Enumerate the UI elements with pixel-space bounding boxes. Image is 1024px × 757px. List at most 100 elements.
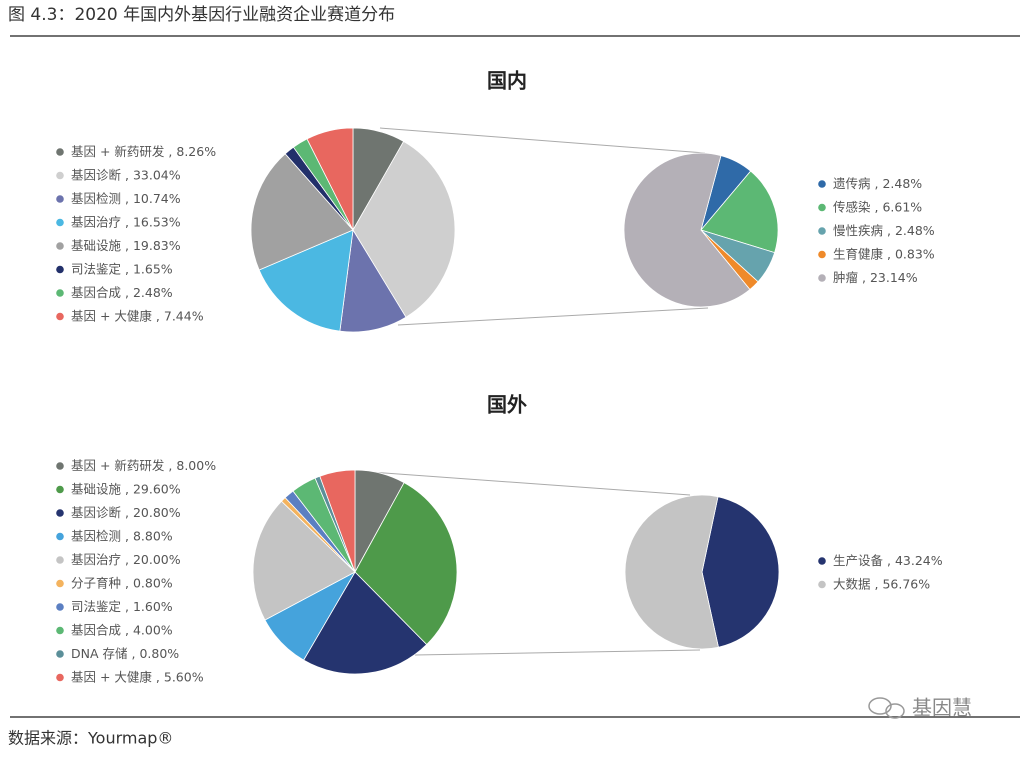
legend-label: 基因治疗 , 20.00% (71, 552, 181, 567)
legend-value: , 23.14% (862, 270, 918, 285)
legend-name: 基因诊断 (71, 505, 121, 520)
legend-name: 基础设施 (71, 238, 122, 253)
legend-value: , 0.83% (887, 246, 935, 261)
legend-value: , 7.44% (156, 308, 204, 323)
legend-marker (56, 242, 64, 250)
pie-slice (623, 152, 751, 308)
legend-name: 生产设备 (833, 553, 884, 568)
legend-label: 基因检测 , 8.80% (71, 528, 173, 543)
legend-marker (818, 180, 826, 188)
legend-value: , 1.65% (125, 261, 173, 276)
legend-marker (56, 148, 64, 156)
legend-value: , 8.00% (168, 458, 216, 473)
legend-marker (56, 626, 64, 635)
legend-marker (56, 265, 64, 274)
figure-title: 图 4.3：2020 年国内外基因行业融资企业赛道分布 (8, 4, 395, 25)
legend-value: , 19.83% (125, 238, 181, 253)
legend-label: 基因 + 新药研发, 8.00% (71, 458, 216, 473)
legend-name: 基因治疗 (71, 214, 121, 229)
connector (379, 127, 706, 154)
legend-name: 司法鉴定 (71, 599, 121, 614)
legend-value: , 33.04% (125, 167, 181, 182)
legend-value: , 20.80% (125, 505, 181, 520)
legend-name: 分子育种 (71, 575, 121, 590)
legend-name: 基因诊断 (71, 167, 121, 182)
legend-name: 基因合成 (71, 285, 121, 300)
connector (414, 649, 701, 656)
legend-name: 基因检测 (71, 528, 121, 543)
legend-marker (56, 312, 64, 321)
legend-name: 基因检测 (71, 191, 121, 206)
pie-slice (624, 494, 719, 650)
legend-label: 基因诊断 , 33.04% (71, 167, 181, 182)
legend-marker (818, 557, 826, 565)
legend-label: DNA 存储 , 0.80% (71, 646, 179, 661)
legend-marker (56, 509, 64, 517)
watermark: 基因慧 (912, 696, 972, 720)
legend-label: 基因诊断 , 20.80% (71, 505, 181, 520)
legend-name: 基因合成 (71, 622, 121, 637)
legend-value: , 0.80% (125, 575, 173, 590)
legend-label: 基因治疗 , 16.53% (71, 214, 181, 229)
legend-value: , 2.48% (875, 176, 923, 191)
legend-marker (56, 650, 64, 658)
legend-marker (818, 250, 826, 259)
pie-slice (354, 482, 458, 646)
legend-value: , 2.48% (887, 223, 935, 238)
legend-marker (56, 218, 64, 227)
pie-slice (306, 127, 354, 231)
legend-value: , 10.74% (125, 191, 181, 206)
legend-marker (818, 580, 826, 589)
legend-label: 司法鉴定 , 1.65% (71, 261, 173, 276)
legend-marker (818, 227, 826, 235)
legend-name: 基因治疗 (71, 552, 121, 567)
legend-name: 基因 + 大健康 (71, 669, 152, 684)
pie-slice (303, 571, 428, 675)
legend-name: 基因 + 大健康 (71, 308, 152, 323)
legend-marker (56, 171, 64, 180)
legend-label: 基础设施, 19.83% (71, 238, 181, 253)
legend-name: 传感染 (833, 199, 871, 214)
legend-label: 司法鉴定 , 1.60% (71, 599, 173, 614)
legend-name: 司法鉴定 (71, 261, 121, 276)
legend-name: DNA 存储 (71, 646, 128, 661)
legend-label: 生育健康, 0.83% (833, 246, 935, 261)
legend-value: , 43.24% (887, 553, 943, 568)
pie-slice (352, 140, 456, 318)
legend-name: 慢性疾病 (833, 223, 883, 238)
pie-slice (701, 496, 780, 648)
pie-slice (339, 228, 407, 333)
connector (369, 471, 691, 496)
legend-value: , 8.26% (168, 144, 216, 159)
pie-slice (252, 500, 356, 621)
legend-label: 基因检测 , 10.74% (71, 191, 181, 206)
legend-label: 基因 + 大健康 , 7.44% (71, 308, 204, 323)
pie-slice (258, 229, 354, 332)
legend-marker (56, 579, 64, 588)
legend-marker (56, 289, 64, 297)
legend-value: , 20.00% (125, 552, 181, 567)
legend-label: 分子育种 , 0.80% (71, 575, 173, 590)
legend-marker (818, 203, 826, 212)
legend-marker (56, 532, 64, 541)
legend-value: , 56.76% (875, 576, 931, 591)
legend-marker (56, 603, 64, 611)
legend-label: 基因合成 , 2.48% (71, 285, 173, 300)
legend-label: 遗传病 , 2.48% (833, 176, 922, 191)
source: 数据来源：Yourmap® (8, 729, 173, 748)
legend-value: , 8.80% (125, 528, 173, 543)
legend-marker (56, 462, 64, 470)
legend-value: , 6.61% (875, 199, 923, 214)
chart-title: 国外 (487, 393, 527, 417)
legend-name: 遗传病 (833, 176, 871, 191)
legend-label: 基因合成 , 4.00% (71, 622, 173, 637)
legend-label: 基础设施, 29.60% (71, 481, 181, 496)
legend-label: 大数据 , 56.76% (833, 576, 930, 591)
legend-label: 传感染 , 6.61% (833, 199, 922, 214)
legend-value: , 1.60% (125, 599, 173, 614)
watermark-icon (868, 697, 905, 719)
connector (397, 307, 709, 326)
legend-label: 基因 + 大健康 , 5.60% (71, 669, 204, 684)
legend-label: 慢性疾病 , 2.48% (833, 223, 935, 238)
